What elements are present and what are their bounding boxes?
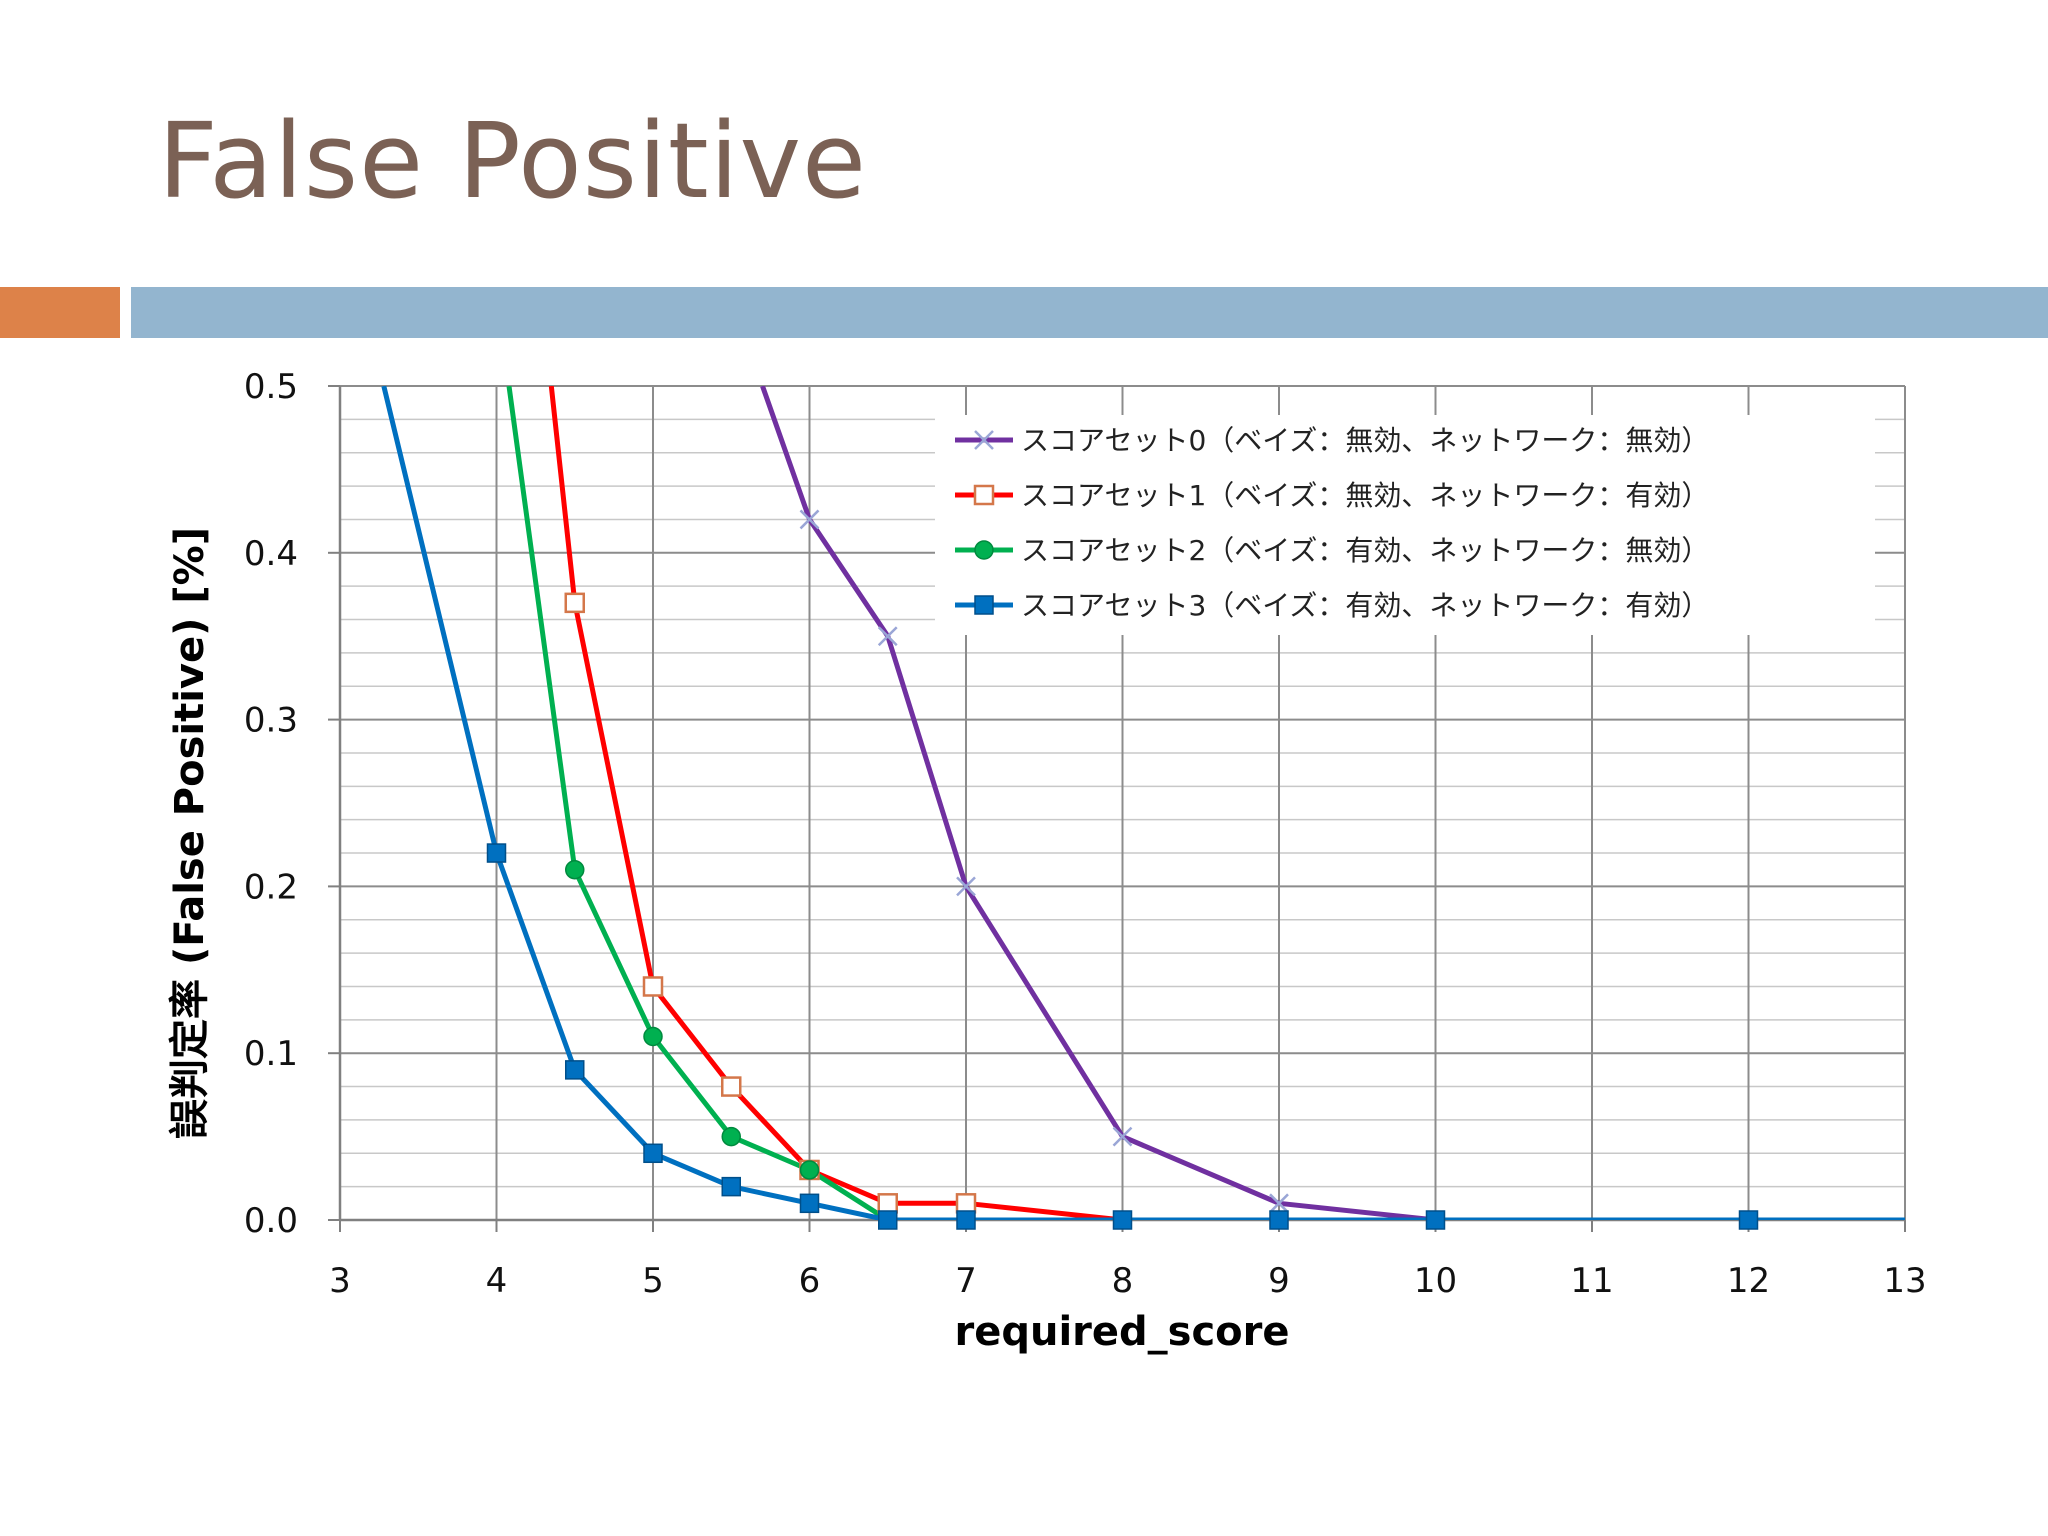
series-2-markers [565,859,820,1180]
title-accent-bar-orange [0,287,120,338]
chart-series [381,386,1905,1230]
legend-entry: スコアセット2（ベイズ：有効、ネットワーク：無効） [1021,534,1709,567]
series-1-point [877,1193,898,1214]
series-1 [548,386,1123,1220]
series-0-point [877,626,898,647]
series-3-point [1112,1210,1133,1230]
legend-swatch-marker [974,595,994,615]
x-tick-label: 12 [1727,1261,1770,1301]
legend-box [935,415,1875,635]
series-3-point [1425,1210,1446,1230]
series-3-point [565,1060,585,1080]
series-2-point [799,1160,820,1180]
series-2-point [643,1026,663,1047]
series-1-point [721,1076,742,1097]
series-3-markers [486,843,1759,1230]
x-tick-label: 11 [1570,1261,1613,1301]
y-tick-label: 0.0 [244,1201,298,1241]
legend-entry: スコアセット3（ベイズ：有効、ネットワーク：有効） [1021,589,1709,622]
y-axis-title: 誤判定率 (False Positive) [%] [167,527,213,1139]
x-tick-label: 10 [1414,1261,1457,1301]
series-3-point [721,1176,741,1197]
series-2-point [565,859,585,880]
series-3-point [956,1210,976,1230]
chart-legend: スコアセット0（ベイズ：無効、ネットワーク：無効） スコアセット1（ベイズ：無効、… [935,415,1875,635]
series-2 [506,386,890,1220]
series-3-point [799,1193,820,1214]
y-tick-label: 0.4 [244,534,298,574]
x-tick-label: 13 [1883,1261,1926,1301]
y-tick-label: 0.3 [244,701,298,741]
slide-title: False Positive [158,100,868,222]
series-0-point [1112,1126,1133,1147]
series-1-point [955,1193,977,1214]
title-accent-bar-blue [131,287,2048,338]
x-tick-label: 9 [1268,1261,1290,1301]
series-0-point [1269,1193,1289,1214]
x-axis-title: required_score [954,1309,1289,1355]
series-0-point [956,876,976,897]
legend-swatch-marker [974,540,994,560]
y-tick-label: 0.1 [244,1034,298,1074]
legend-swatch-marker [973,484,995,506]
series-3-point [643,1143,663,1164]
y-tick-label: 0.2 [244,867,298,907]
series-2-point [721,1126,741,1147]
series-1-line [548,386,1123,1220]
legend-swatch-marker [974,430,994,450]
x-tick-label: 7 [955,1261,977,1301]
series-3-point [1269,1210,1289,1230]
x-tick-label: 3 [329,1261,351,1301]
legend-entry: スコアセット0（ベイズ：無効、ネットワーク：無効） [1021,424,1709,457]
series-0-markers [799,509,1289,1214]
x-tick-label: 5 [642,1261,664,1301]
series-2-line [506,386,890,1220]
series-3-point [1738,1210,1759,1230]
series-3-point [878,1210,898,1230]
legend-entry: スコアセット1（ベイズ：無効、ネットワーク：有効） [1021,479,1709,512]
y-tick-label: 0.5 [244,367,298,407]
series-1-point [642,976,664,997]
x-tick-label: 6 [799,1261,821,1301]
series-1-point [564,592,585,614]
series-3-point [486,843,507,863]
series-0-point [799,509,820,530]
x-tick-label: 8 [1112,1261,1134,1301]
x-tick-label: 4 [486,1261,508,1301]
